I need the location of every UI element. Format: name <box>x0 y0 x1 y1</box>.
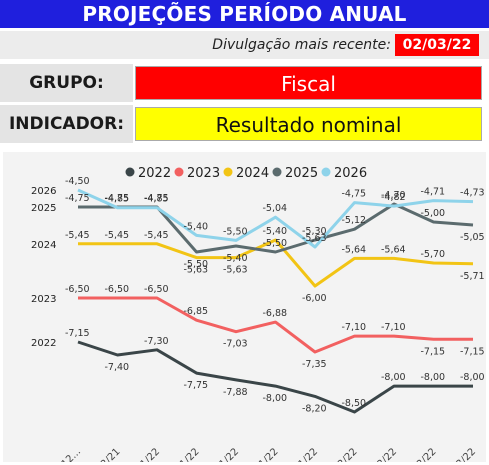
data-label-2025-3: -5,50 <box>184 259 209 270</box>
series-line-2022 <box>77 340 473 414</box>
data-label-2026-1: -4,85 <box>105 194 130 205</box>
legend-label-2026: 2026 <box>334 166 367 181</box>
release-date-label: Divulgação mais recente: <box>212 37 391 53</box>
data-label-2022-3: -7,75 <box>184 380 209 391</box>
data-label-2025-6: -5,30 <box>302 226 327 237</box>
indicador-label: INDICADOR: <box>0 105 133 143</box>
legend-label-2022: 2022 <box>138 166 171 181</box>
data-label-2023-8: -7,10 <box>381 322 406 333</box>
data-label-2026-2: -4,85 <box>144 194 169 205</box>
x-tick-label-3: 10/01/22 <box>162 446 202 462</box>
data-label-2024-1: -5,45 <box>105 230 130 241</box>
series-side-label-2023: 2023 <box>31 294 56 305</box>
indicador-selector[interactable]: Resultado nominal <box>135 107 482 141</box>
data-label-2024-5: -5,40 <box>263 226 288 237</box>
data-label-2025-0: -4,75 <box>65 193 90 204</box>
data-label-2026-7: -4,75 <box>342 189 367 200</box>
data-label-2025-2: -4,75 <box>144 193 169 204</box>
data-label-2023-1: -6,50 <box>105 284 130 295</box>
data-label-2024-9: -5,70 <box>421 249 446 260</box>
data-label-2023-2: -6,50 <box>144 284 169 295</box>
data-label-2026-3: -5,40 <box>184 221 209 232</box>
data-label-2026-5: -5,04 <box>263 203 288 214</box>
grupo-row: GRUPO: Fiscal <box>0 64 489 102</box>
data-label-2026-8: -4,82 <box>381 192 406 203</box>
data-label-2023-4: -7,03 <box>223 339 248 350</box>
data-label-2023-0: -6,50 <box>65 284 90 295</box>
x-tick-label-7: 07/02/22 <box>320 446 360 462</box>
data-label-2022-6: -8,20 <box>302 403 327 414</box>
data-label-2025-4: -5,40 <box>223 253 248 264</box>
grupo-label: GRUPO: <box>0 64 133 102</box>
data-label-2023-6: -7,35 <box>302 359 327 370</box>
data-label-2024-8: -5,64 <box>381 244 406 255</box>
data-label-2025-7: -5,12 <box>342 215 367 226</box>
data-label-2026-6: -5,63 <box>302 233 327 244</box>
x-tick-label-6: 31/01/22 <box>281 446 321 462</box>
series-line-2023 <box>78 296 473 354</box>
legend-marker-2022 <box>125 167 135 177</box>
data-label-2022-7: -8,50 <box>342 398 367 409</box>
x-tick-label-5: 24/01/22 <box>241 446 281 462</box>
x-tick-label-8: 14/02/22 <box>360 446 400 462</box>
data-label-2023-10: -7,15 <box>460 346 485 357</box>
data-label-2022-5: -8,00 <box>263 393 288 404</box>
x-tick-label-4: 17/01/22 <box>202 446 242 462</box>
data-label-2022-8: -8,00 <box>381 372 406 383</box>
legend-marker-2026 <box>321 167 331 177</box>
data-label-2025-5: -5,50 <box>263 238 288 249</box>
data-label-2022-1: -7,40 <box>105 362 130 373</box>
series-line-2026 <box>77 188 474 249</box>
legend-marker-2025 <box>272 167 282 177</box>
data-label-2022-2: -7,30 <box>144 336 169 347</box>
x-tick-label-2: 03/01/22 <box>123 446 163 462</box>
series-side-label-2026: 2026 <box>31 186 56 197</box>
data-label-2026-0: -4,50 <box>65 176 90 187</box>
projections-chart: 2022 2023 2024 2025 2026 -7,15 -7,40 -7,30 -7,75… <box>3 152 486 462</box>
data-label-2022-4: -7,88 <box>223 387 248 398</box>
data-label-2026-10: -4,73 <box>460 188 485 199</box>
release-date-badge: 02/03/22 <box>395 34 479 56</box>
series-side-label-2022: 2022 <box>31 338 56 349</box>
release-date-bar: Divulgação mais recente: 02/03/22 <box>0 31 489 59</box>
grupo-selector[interactable]: Fiscal <box>135 66 482 100</box>
x-tick-label-1: 27/12/21 <box>83 446 123 462</box>
data-label-2026-4: -5,50 <box>223 226 248 237</box>
data-label-2024-4: -5,63 <box>223 265 248 276</box>
data-label-2023-5: -6,88 <box>263 308 288 319</box>
data-label-2024-2: -5,45 <box>144 230 169 241</box>
data-label-2025-1: -4,75 <box>105 193 130 204</box>
data-label-2022-10: -8,00 <box>460 372 485 383</box>
series-side-label-2024: 2024 <box>31 240 56 251</box>
data-label-2024-6: -6,00 <box>302 293 327 304</box>
page-title: PROJEÇÕES PERÍODO ANUAL <box>0 0 489 28</box>
data-label-2024-7: -5,64 <box>342 244 367 255</box>
data-label-2023-7: -7,10 <box>342 322 367 333</box>
data-label-2026-9: -4,71 <box>421 187 446 198</box>
data-label-2022-9: -8,00 <box>421 372 446 383</box>
legend-marker-2024 <box>223 167 233 177</box>
legend-label-2025: 2025 <box>285 166 318 181</box>
data-label-2025-10: -5,05 <box>460 232 485 243</box>
x-tick-label-0: 20/12... <box>48 446 83 462</box>
data-label-2022-0: -7,15 <box>65 328 90 339</box>
data-label-2025-9: -5,00 <box>421 208 446 219</box>
legend-label-2023: 2023 <box>187 166 220 181</box>
x-tick-label-10: 02/03/22 <box>439 446 479 462</box>
line-chart-svg: 2022 2023 2024 2025 2026 -7,15 -7,40 -7,30 -7,75… <box>31 166 485 462</box>
data-label-2025-8: -4,70 <box>381 190 406 201</box>
x-tick-label-9: 21/02/22 <box>399 446 439 462</box>
data-label-2024-10: -5,71 <box>460 271 485 282</box>
data-label-2023-9: -7,15 <box>421 346 446 357</box>
indicador-row: INDICADOR: Resultado nominal <box>0 105 489 143</box>
data-label-2023-3: -6,85 <box>184 306 209 317</box>
legend-label-2024: 2024 <box>236 166 269 181</box>
series-side-label-2025: 2025 <box>31 203 56 214</box>
data-label-2024-3: -5,63 <box>184 265 209 276</box>
legend-marker-2023 <box>174 167 184 177</box>
data-label-2024-0: -5,45 <box>65 230 90 241</box>
series-line-2024 <box>78 238 474 288</box>
